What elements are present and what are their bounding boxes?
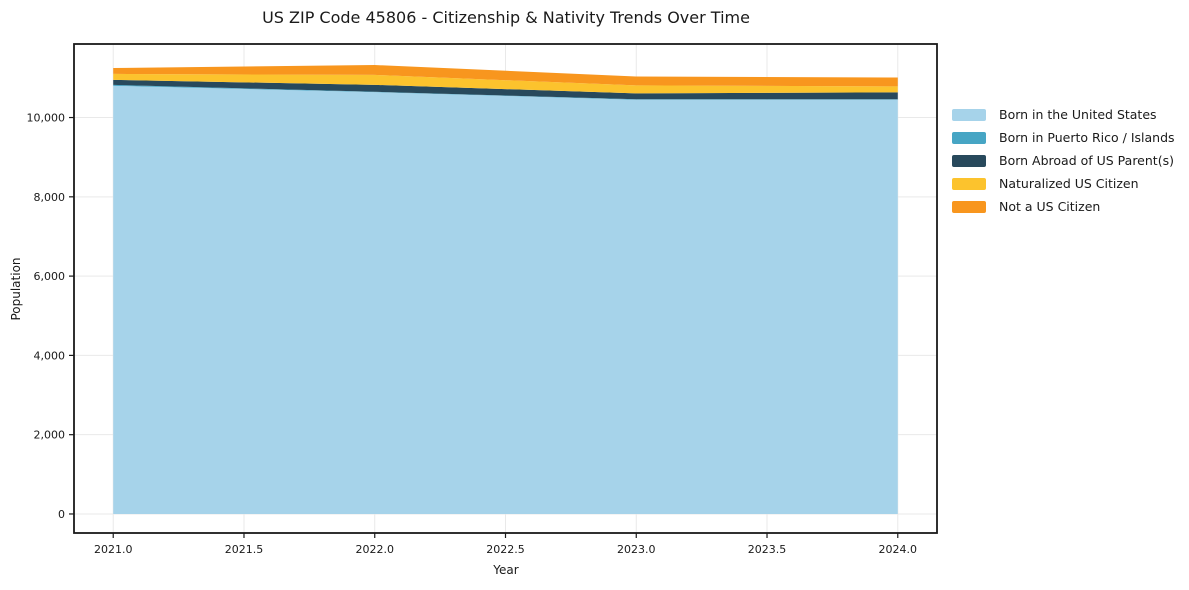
legend-swatch-icon [952,200,986,213]
y-tick-label: 10,000 [27,112,66,125]
legend-swatch-icon [952,154,986,167]
legend-swatch-icon [952,131,986,144]
y-tick-label: 4,000 [34,349,66,362]
area-series-2 [113,79,898,100]
area-series-4 [113,65,898,87]
legend-item-3: Naturalized US Citizen [952,177,1175,190]
legend-label: Not a US Citizen [999,199,1101,214]
legend-swatch-icon [952,108,986,121]
legend-item-1: Born in Puerto Rico / Islands [952,131,1175,144]
x-tick-label: 2022.0 [355,543,394,556]
x-tick-label: 2022.5 [486,543,525,556]
y-tick-label: 2,000 [34,429,66,442]
legend-label: Born Abroad of US Parent(s) [999,153,1174,168]
plot-frame [73,43,938,534]
area-series-0 [113,85,898,514]
y-tick-label: 0 [58,508,65,521]
x-tick-label: 2021.5 [225,543,264,556]
legend: Born in the United States Born in Puerto … [952,108,1175,213]
x-tick-label: 2023.5 [748,543,787,556]
x-tick-label: 2024.0 [879,543,918,556]
chart-title: US ZIP Code 45806 - Citizenship & Nativi… [262,8,750,27]
legend-item-0: Born in the United States [952,108,1175,121]
legend-item-2: Born Abroad of US Parent(s) [952,154,1175,167]
y-tick-label: 8,000 [34,191,66,204]
legend-swatch-icon [952,177,986,190]
x-tick-label: 2021.0 [94,543,133,556]
x-tick-label: 2023.0 [617,543,656,556]
legend-label: Naturalized US Citizen [999,176,1139,191]
legend-label: Born in Puerto Rico / Islands [999,130,1175,145]
y-tick-label: 6,000 [34,270,66,283]
legend-label: Born in the United States [999,107,1157,122]
area-series-3 [113,73,898,94]
x-axis-label: Year [493,563,519,577]
legend-item-4: Not a US Citizen [952,200,1175,213]
